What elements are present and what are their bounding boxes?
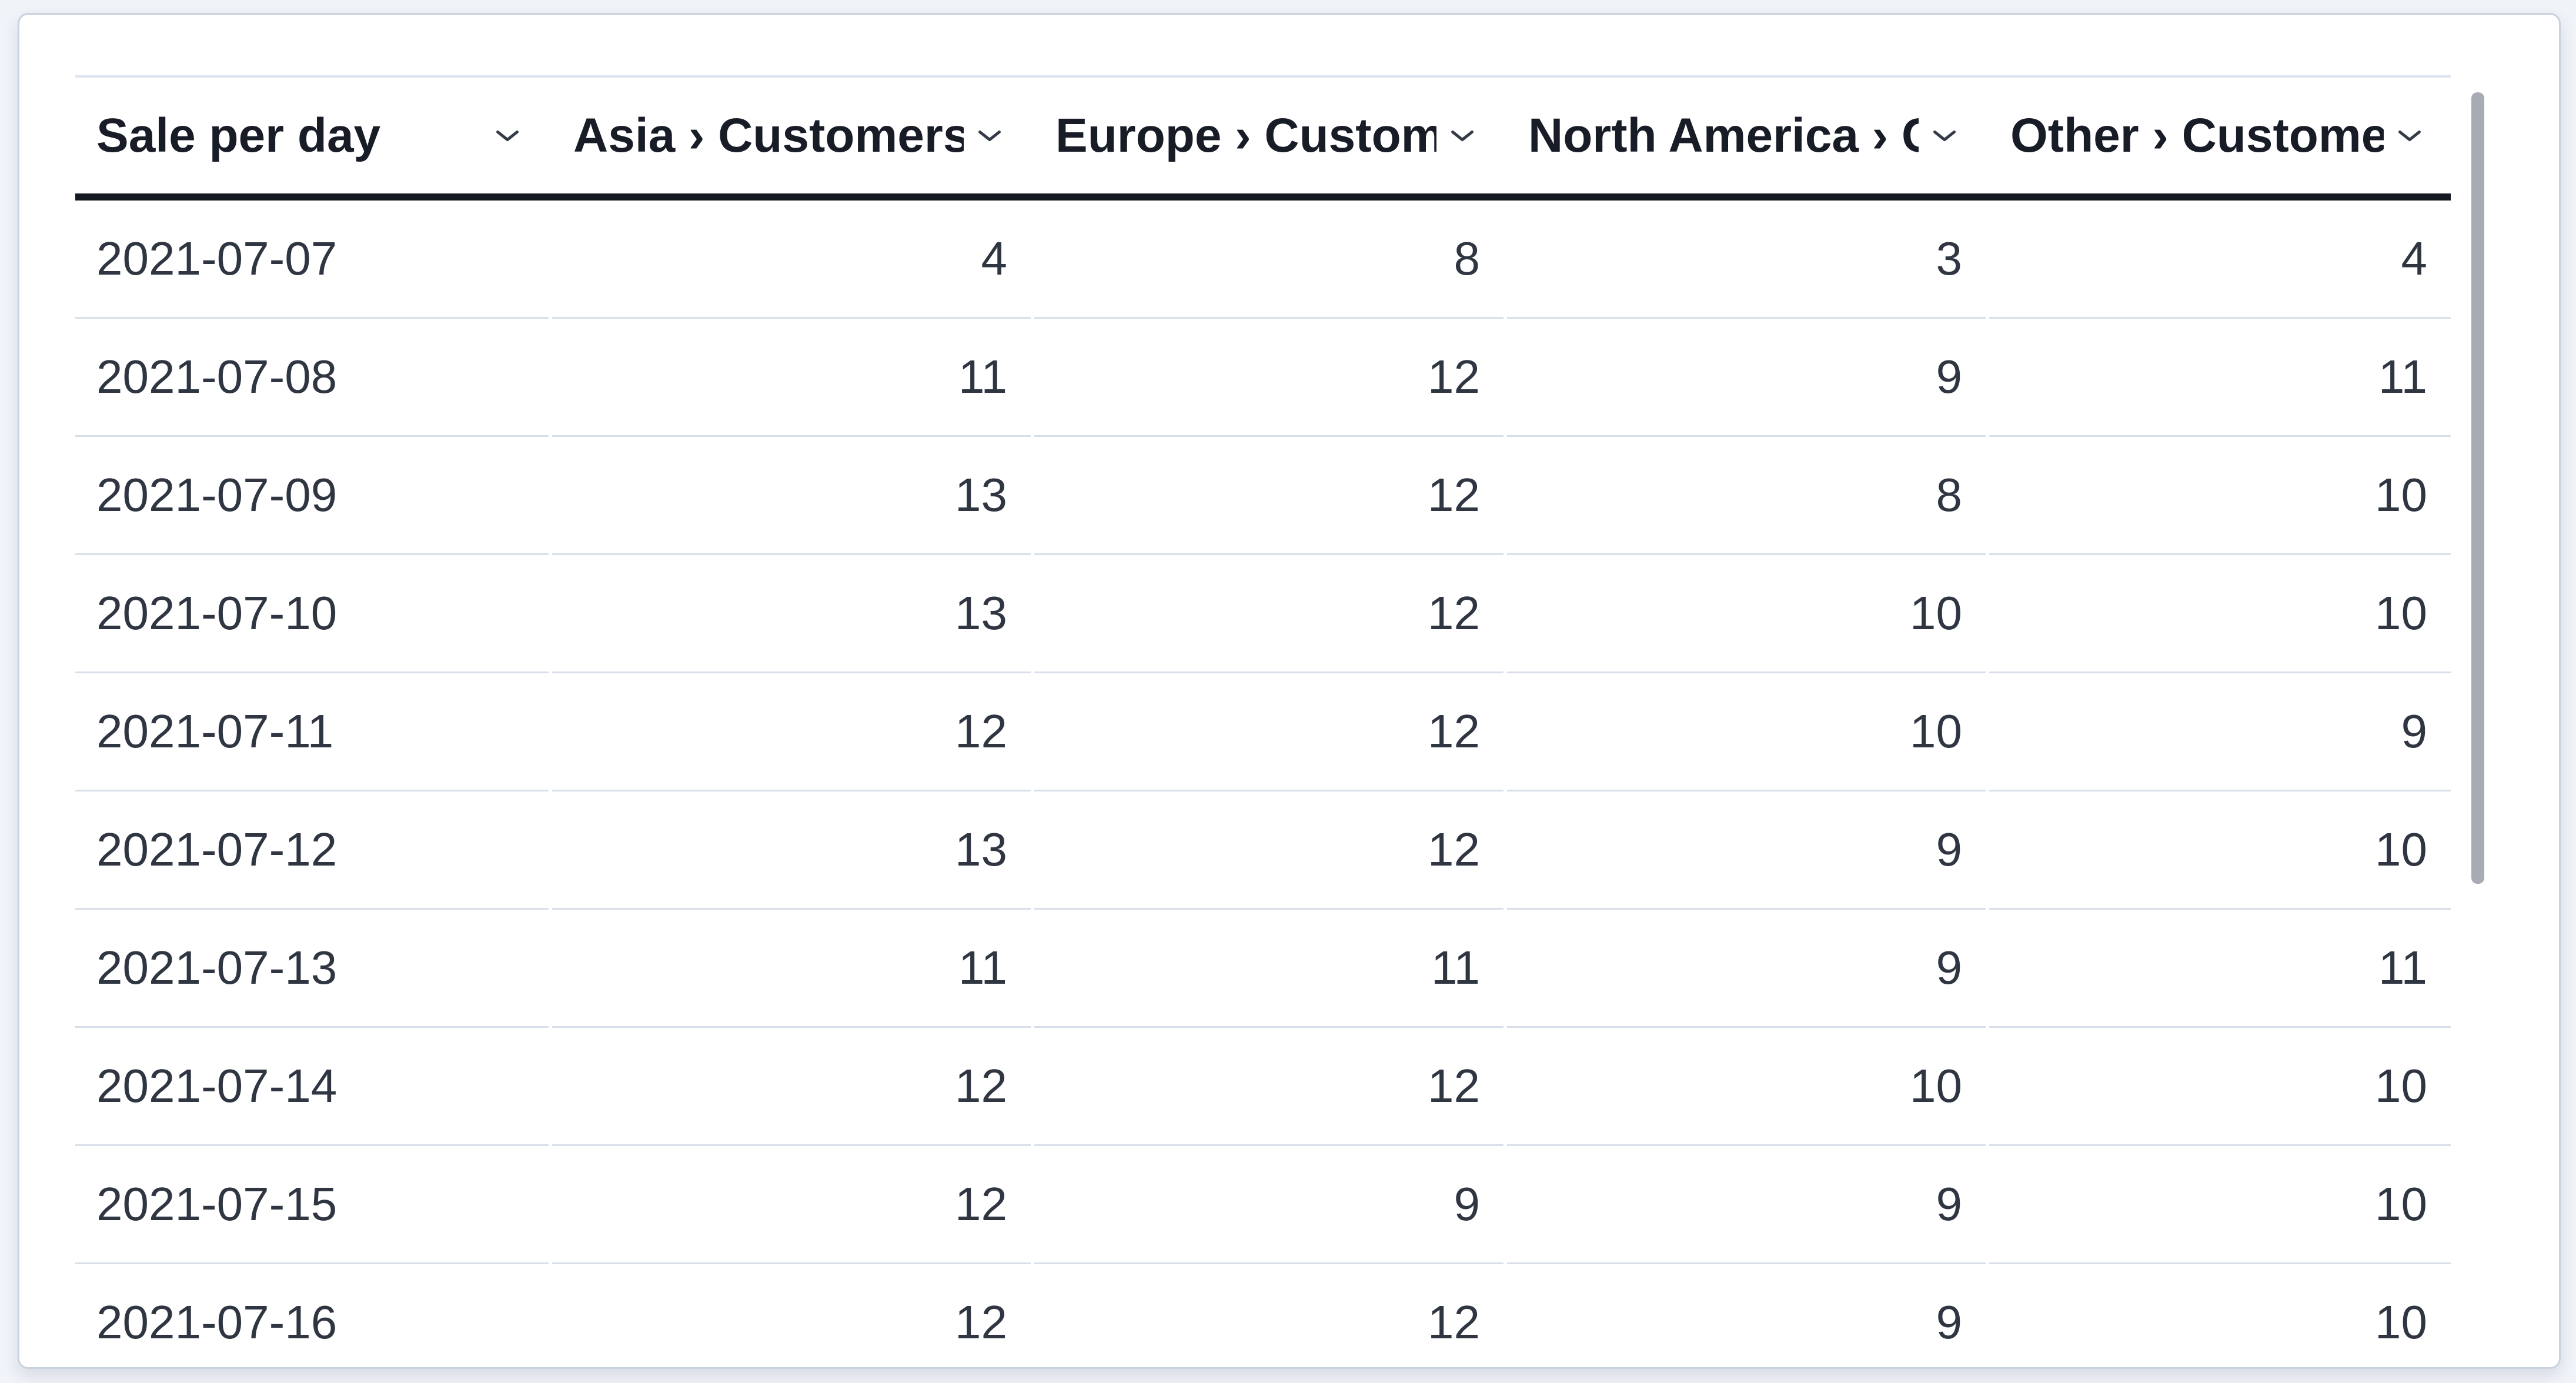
value-cell[interactable]: 9: [1507, 910, 1986, 1028]
value-cell[interactable]: 9: [1507, 319, 1986, 437]
data-table: Sale per day Asia › Customers Europe › C…: [75, 75, 2451, 1367]
table-body: 2021-07-07 4 8 3 4 2021-07-08 11 12 9 11 2021-07-0…: [75, 201, 2451, 1367]
value-cell[interactable]: 4: [552, 201, 1031, 319]
value-cell[interactable]: 12: [552, 1028, 1031, 1146]
table-card: Sale per day Asia › Customers Europe › C…: [18, 13, 2561, 1369]
table-row: 2021-07-16 12 12 9 10: [75, 1264, 2451, 1367]
column-header-label: Europe › Customers: [1055, 108, 1436, 162]
date-cell[interactable]: 2021-07-14: [75, 1028, 549, 1146]
value-cell[interactable]: 12: [1034, 1028, 1503, 1146]
value-cell[interactable]: 10: [1507, 1028, 1986, 1146]
table-row: 2021-07-08 11 12 9 11: [75, 319, 2451, 437]
value-cell[interactable]: 13: [552, 437, 1031, 555]
value-cell[interactable]: 11: [1034, 910, 1503, 1028]
value-cell[interactable]: 12: [552, 1264, 1031, 1367]
value-cell[interactable]: 9: [1507, 791, 1986, 910]
table-row: 2021-07-10 13 12 10 10: [75, 555, 2451, 673]
value-cell[interactable]: 10: [1507, 673, 1986, 791]
value-cell[interactable]: 12: [1034, 673, 1503, 791]
chevron-down-icon[interactable]: [1451, 129, 1474, 142]
value-cell[interactable]: 12: [552, 673, 1031, 791]
value-cell[interactable]: 8: [1034, 201, 1503, 319]
table-row: 2021-07-11 12 12 10 9: [75, 673, 2451, 791]
table-row: 2021-07-09 13 12 8 10: [75, 437, 2451, 555]
date-cell[interactable]: 2021-07-12: [75, 791, 549, 910]
column-header-europe-customers[interactable]: Europe › Customers: [1034, 78, 1503, 193]
value-cell[interactable]: 8: [1507, 437, 1986, 555]
value-cell[interactable]: 10: [1989, 791, 2451, 910]
column-header-label: North America › Customers: [1528, 108, 1919, 162]
value-cell[interactable]: 3: [1507, 201, 1986, 319]
value-cell[interactable]: 12: [1034, 555, 1503, 673]
table-row: 2021-07-07 4 8 3 4: [75, 201, 2451, 319]
table-row: 2021-07-15 12 9 9 10: [75, 1146, 2451, 1264]
value-cell[interactable]: 10: [1507, 555, 1986, 673]
date-cell[interactable]: 2021-07-15: [75, 1146, 549, 1264]
table-row: 2021-07-14 12 12 10 10: [75, 1028, 2451, 1146]
value-cell[interactable]: 4: [1989, 201, 2451, 319]
column-header-sale-per-day[interactable]: Sale per day: [75, 78, 549, 193]
value-cell[interactable]: 9: [1989, 673, 2451, 791]
column-header-label: Other › Customers: [2010, 108, 2384, 162]
value-cell[interactable]: 12: [1034, 437, 1503, 555]
table-row: 2021-07-12 13 12 9 10: [75, 791, 2451, 910]
value-cell[interactable]: 10: [1989, 1146, 2451, 1264]
table-row: 2021-07-13 11 11 9 11: [75, 910, 2451, 1028]
value-cell[interactable]: 10: [1989, 1264, 2451, 1367]
date-cell[interactable]: 2021-07-09: [75, 437, 549, 555]
date-cell[interactable]: 2021-07-08: [75, 319, 549, 437]
value-cell[interactable]: 9: [1507, 1264, 1986, 1367]
column-header-label: Asia › Customers: [573, 108, 964, 162]
date-cell[interactable]: 2021-07-07: [75, 201, 549, 319]
chevron-down-icon[interactable]: [2398, 129, 2421, 142]
column-header-asia-customers[interactable]: Asia › Customers: [552, 78, 1031, 193]
value-cell[interactable]: 13: [552, 791, 1031, 910]
date-cell[interactable]: 2021-07-11: [75, 673, 549, 791]
chevron-down-icon[interactable]: [496, 129, 519, 142]
date-cell[interactable]: 2021-07-10: [75, 555, 549, 673]
column-header-other-customers[interactable]: Other › Customers: [1989, 78, 2451, 193]
value-cell[interactable]: 12: [1034, 319, 1503, 437]
value-cell[interactable]: 12: [1034, 1264, 1503, 1367]
value-cell[interactable]: 10: [1989, 437, 2451, 555]
value-cell[interactable]: 11: [1989, 319, 2451, 437]
vertical-scrollbar-thumb[interactable]: [2471, 92, 2484, 884]
chevron-down-icon[interactable]: [1933, 129, 1956, 142]
value-cell[interactable]: 11: [552, 319, 1031, 437]
value-cell[interactable]: 11: [552, 910, 1031, 1028]
value-cell[interactable]: 9: [1034, 1146, 1503, 1264]
value-cell[interactable]: 10: [1989, 555, 2451, 673]
column-header-north-america-customers[interactable]: North America › Customers: [1507, 78, 1986, 193]
table-header-row: Sale per day Asia › Customers Europe › C…: [75, 75, 2451, 201]
date-cell[interactable]: 2021-07-16: [75, 1264, 549, 1367]
column-header-label: Sale per day: [96, 108, 381, 162]
value-cell[interactable]: 9: [1507, 1146, 1986, 1264]
value-cell[interactable]: 11: [1989, 910, 2451, 1028]
value-cell[interactable]: 12: [1034, 791, 1503, 910]
value-cell[interactable]: 13: [552, 555, 1031, 673]
value-cell[interactable]: 12: [552, 1146, 1031, 1264]
date-cell[interactable]: 2021-07-13: [75, 910, 549, 1028]
chevron-down-icon[interactable]: [978, 129, 1001, 142]
value-cell[interactable]: 10: [1989, 1028, 2451, 1146]
